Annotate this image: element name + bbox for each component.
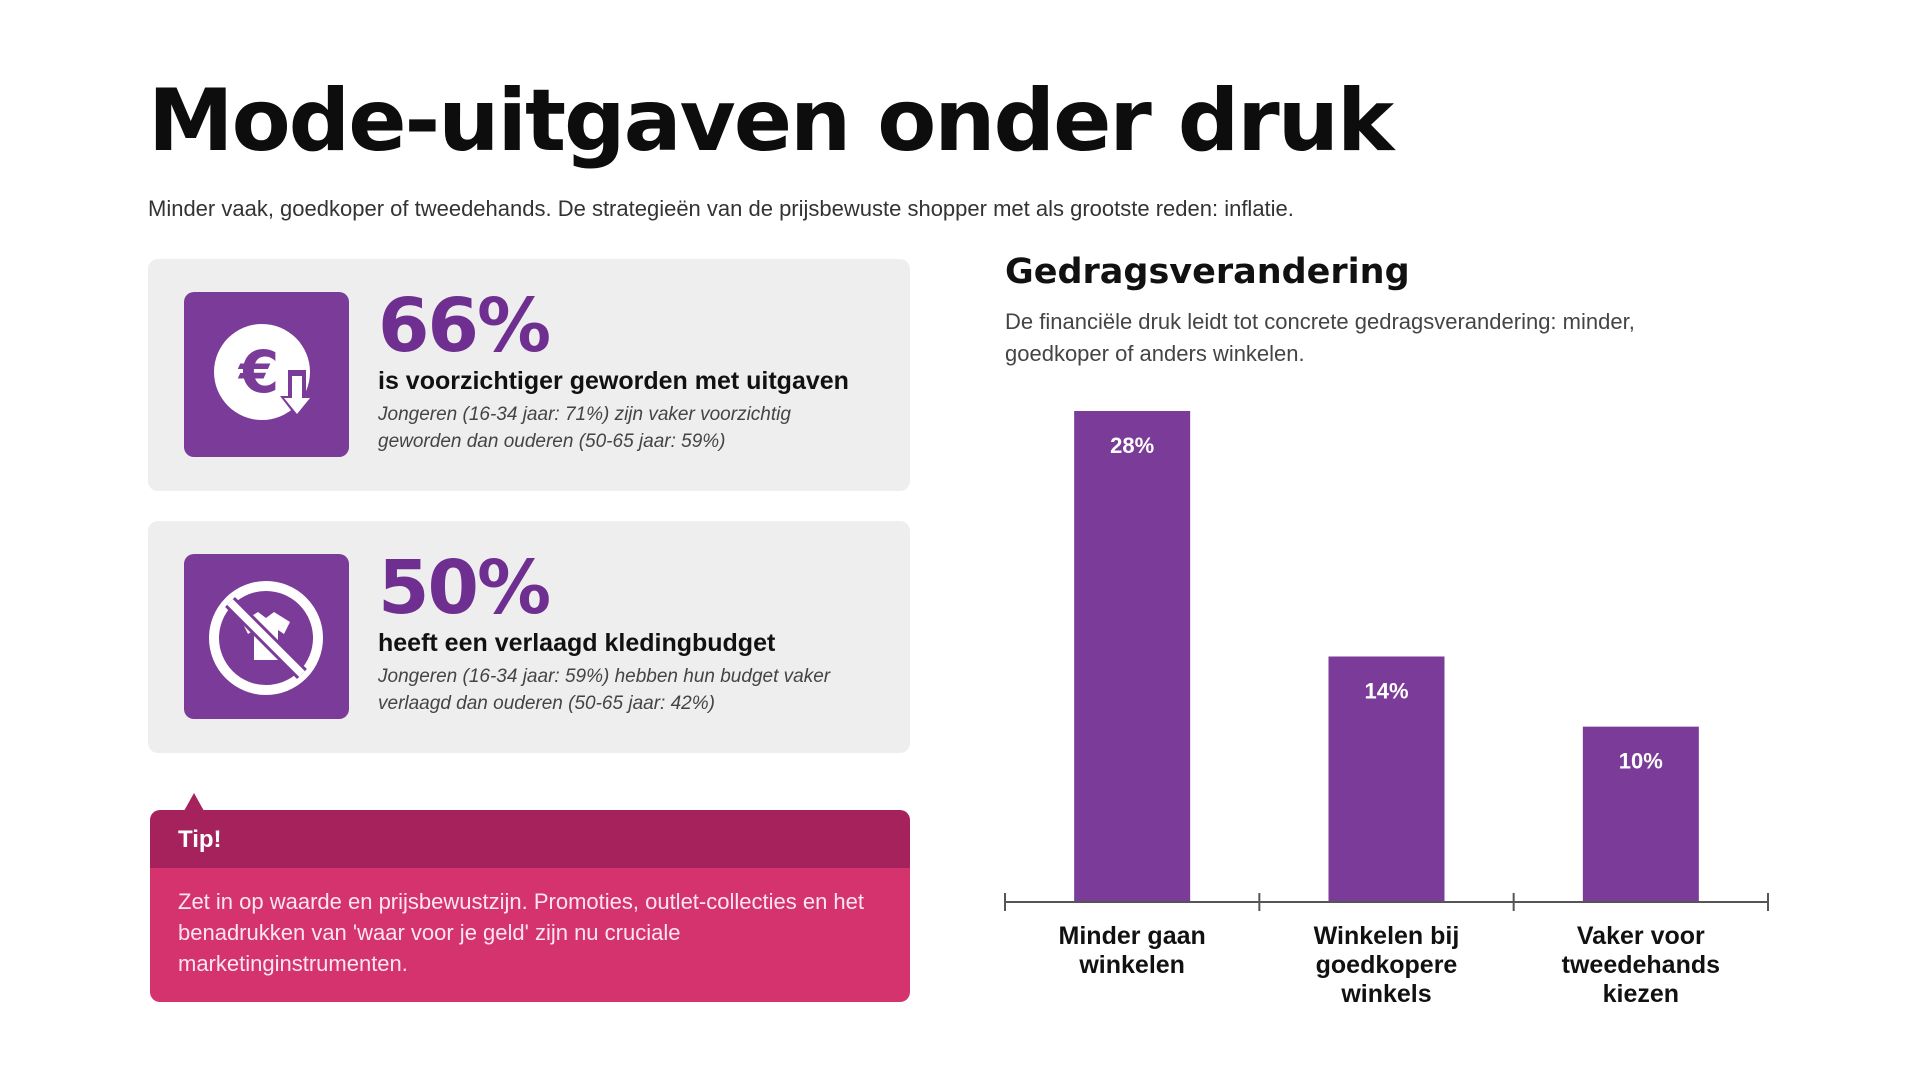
- stat-percent: 50%: [378, 545, 551, 631]
- bar-value-label: 28%: [1110, 433, 1154, 458]
- page-title: Mode-uitgaven onder druk: [148, 71, 1394, 171]
- bar-2: [1328, 656, 1445, 902]
- euro-down-icon: €: [184, 292, 349, 457]
- chart-subtitle: De financiële druk leidt tot concrete ge…: [1005, 309, 1635, 366]
- stat-detail: Jongeren (16-34 jaar: 71%) zijn vaker vo…: [378, 404, 791, 452]
- page-subtitle: Minder vaak, goedkoper of tweedehands. D…: [148, 196, 1294, 221]
- stat-detail: Jongeren (16-34 jaar: 59%) hebben hun bu…: [378, 666, 831, 714]
- bar-3: [1582, 726, 1699, 902]
- category-label: Winkelen bij goedkopere winkels: [1314, 922, 1460, 1008]
- stat-headline: is voorzichtiger geworden met uitgaven: [378, 367, 849, 395]
- tip-label: Tip!: [178, 826, 222, 853]
- chart-title: Gedragsverandering: [1005, 252, 1410, 292]
- tip-box: Tip! Zet in op waarde en prijsbewustzijn…: [150, 793, 910, 1002]
- bar-value-label: 14%: [1364, 679, 1408, 704]
- stat-percent: 66%: [378, 283, 551, 369]
- bar-1: [1074, 411, 1191, 902]
- stat-card-budget: 50% heeft een verlaagd kledingbudget Jon…: [148, 521, 910, 753]
- stat-headline: heeft een verlaagd kledingbudget: [378, 629, 776, 657]
- tip-text: Zet in op waarde en prijsbewustzijn. Pro…: [178, 889, 865, 976]
- no-clothing-icon: [184, 554, 349, 719]
- stat-card-spending: € 66% is voorzichtiger geworden met uitg…: [148, 259, 910, 491]
- svg-text:€: €: [237, 338, 279, 406]
- tip-body: Zet in op waarde en prijsbewustzijn. Pro…: [150, 868, 910, 1002]
- category-label: Minder gaan winkelen: [1059, 922, 1206, 979]
- bar-value-label: 10%: [1619, 749, 1663, 774]
- tip-pointer: [184, 793, 204, 811]
- category-label: Vaker voor tweedehands kiezen: [1562, 922, 1720, 1008]
- tip-header: Tip!: [150, 810, 910, 868]
